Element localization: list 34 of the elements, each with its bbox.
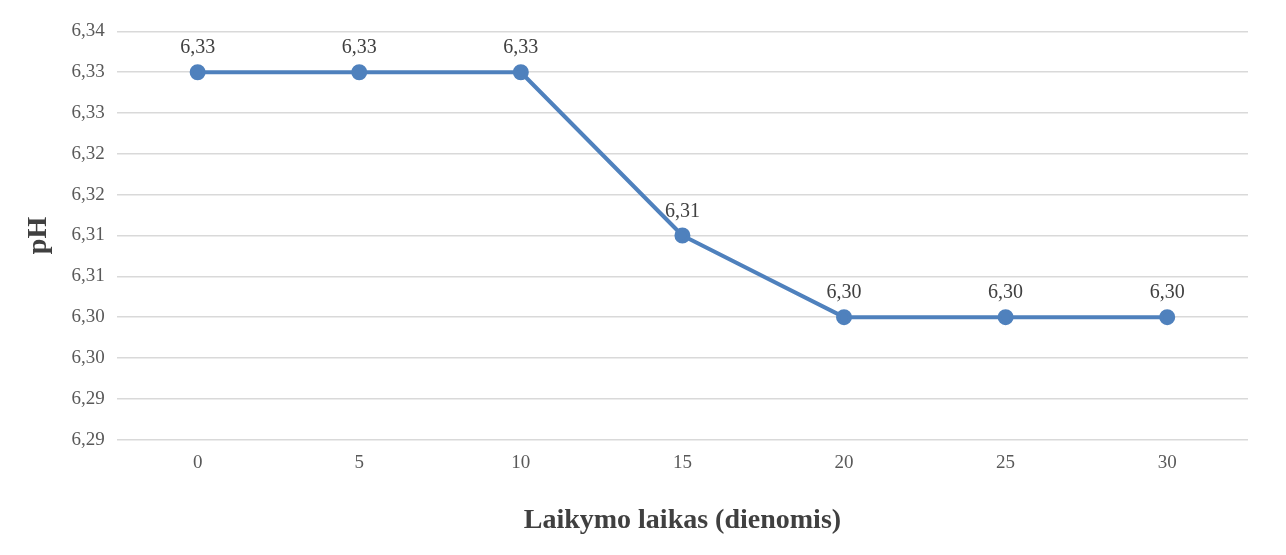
point [836,309,853,326]
y-tick-label: 6,31 [71,223,105,245]
data-label: 6,33 [180,35,216,58]
x-axis-title: Laikymo laikas (dienomis) [523,503,842,535]
data-label: 6,31 [664,198,700,221]
y-tick-label: 6,30 [71,305,105,327]
data-label: 6,30 [826,280,862,303]
point [997,309,1014,326]
y-tick-label: 6,33 [71,60,105,82]
y-tick-label: 6,29 [71,427,105,449]
y-tick-label: 6,32 [71,182,105,204]
data-label: 6,30 [1149,280,1185,303]
x-tick-label: 30 [1157,450,1177,472]
point [189,64,206,81]
y-tick-label: 6,33 [71,101,105,123]
x-tick-label: 20 [834,450,854,472]
y-tick-label: 6,31 [71,264,105,286]
point [1159,309,1176,326]
x-tick-label: 0 [192,450,203,472]
data-label: 6,33 [503,35,539,58]
point [674,227,691,244]
x-tick-label: 25 [996,450,1016,472]
y-axis-title: pH [21,216,53,255]
x-tick-label: 10 [511,450,531,472]
y-tick-label: 6,34 [71,19,106,41]
y-tick-label: 6,30 [71,345,105,367]
y-tick-label: 6,29 [71,386,105,408]
x-tick-label: 5 [354,450,364,472]
y-tick-label: 6,32 [71,141,105,163]
data-label: 6,30 [988,280,1024,303]
data-label: 6,33 [341,35,377,58]
point [351,64,368,81]
x-tick-label: 15 [672,450,692,472]
point [512,64,529,81]
